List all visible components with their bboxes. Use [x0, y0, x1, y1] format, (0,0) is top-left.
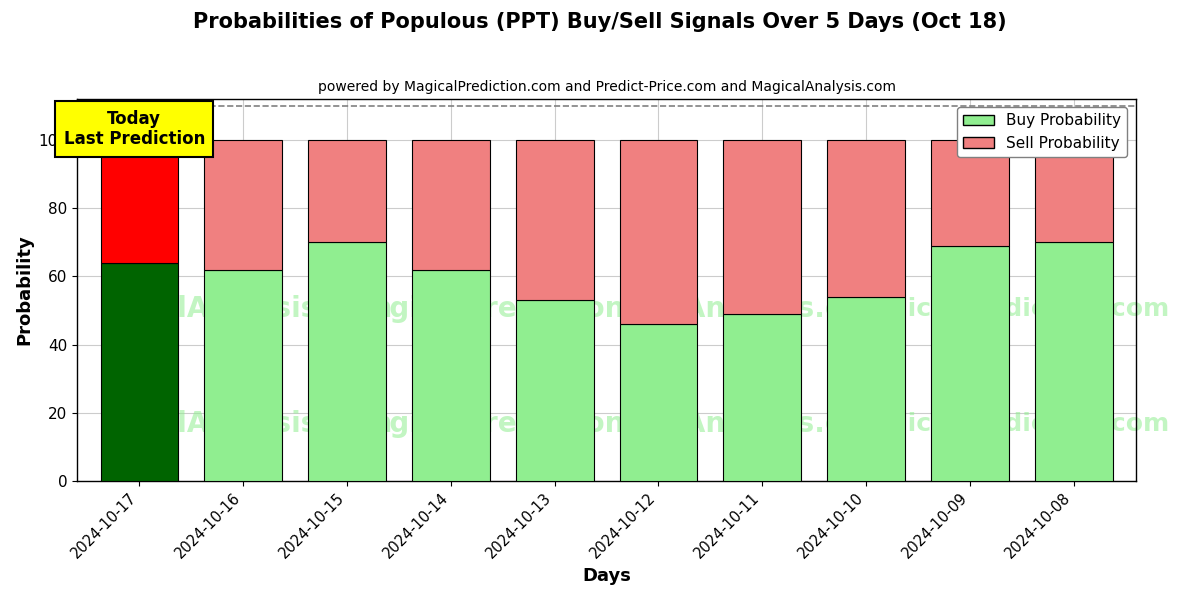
Text: calAnalysis.com: calAnalysis.com [640, 295, 890, 323]
Bar [619, 140, 697, 324]
Text: Probabilities of Populous (PPT) Buy/Sell Signals Over 5 Days (Oct 18): Probabilities of Populous (PPT) Buy/Sell… [193, 12, 1007, 32]
Bar [308, 242, 386, 481]
Bar [827, 140, 905, 297]
Bar [412, 269, 490, 481]
Text: MagicalPrediction.com: MagicalPrediction.com [343, 295, 700, 323]
Bar [308, 140, 386, 242]
Title: powered by MagicalPrediction.com and Predict-Price.com and MagicalAnalysis.com: powered by MagicalPrediction.com and Pre… [318, 80, 895, 94]
Text: calAnalysis.com: calAnalysis.com [143, 410, 392, 437]
Bar [931, 140, 1009, 246]
Bar [204, 269, 282, 481]
X-axis label: Days: Days [582, 567, 631, 585]
Bar [101, 263, 179, 481]
Bar [827, 297, 905, 481]
Bar [619, 324, 697, 481]
Y-axis label: Probability: Probability [14, 235, 32, 346]
Bar [516, 300, 594, 481]
Text: calAnalysis.com: calAnalysis.com [640, 410, 890, 437]
Bar [204, 140, 282, 269]
Bar [101, 140, 179, 263]
Bar [516, 140, 594, 300]
Text: calAnalysis.com: calAnalysis.com [143, 295, 392, 323]
Text: MagicalPrediction.com: MagicalPrediction.com [343, 410, 700, 437]
Bar [1034, 242, 1112, 481]
Text: MagicalPrediction.com: MagicalPrediction.com [848, 297, 1170, 321]
Text: Today
Last Prediction: Today Last Prediction [64, 110, 205, 148]
Bar [412, 140, 490, 269]
Text: MagicalPrediction.com: MagicalPrediction.com [848, 412, 1170, 436]
Bar [724, 314, 802, 481]
Legend: Buy Probability, Sell Probability: Buy Probability, Sell Probability [958, 107, 1127, 157]
Bar [724, 140, 802, 314]
Bar [1034, 140, 1112, 242]
Bar [931, 246, 1009, 481]
